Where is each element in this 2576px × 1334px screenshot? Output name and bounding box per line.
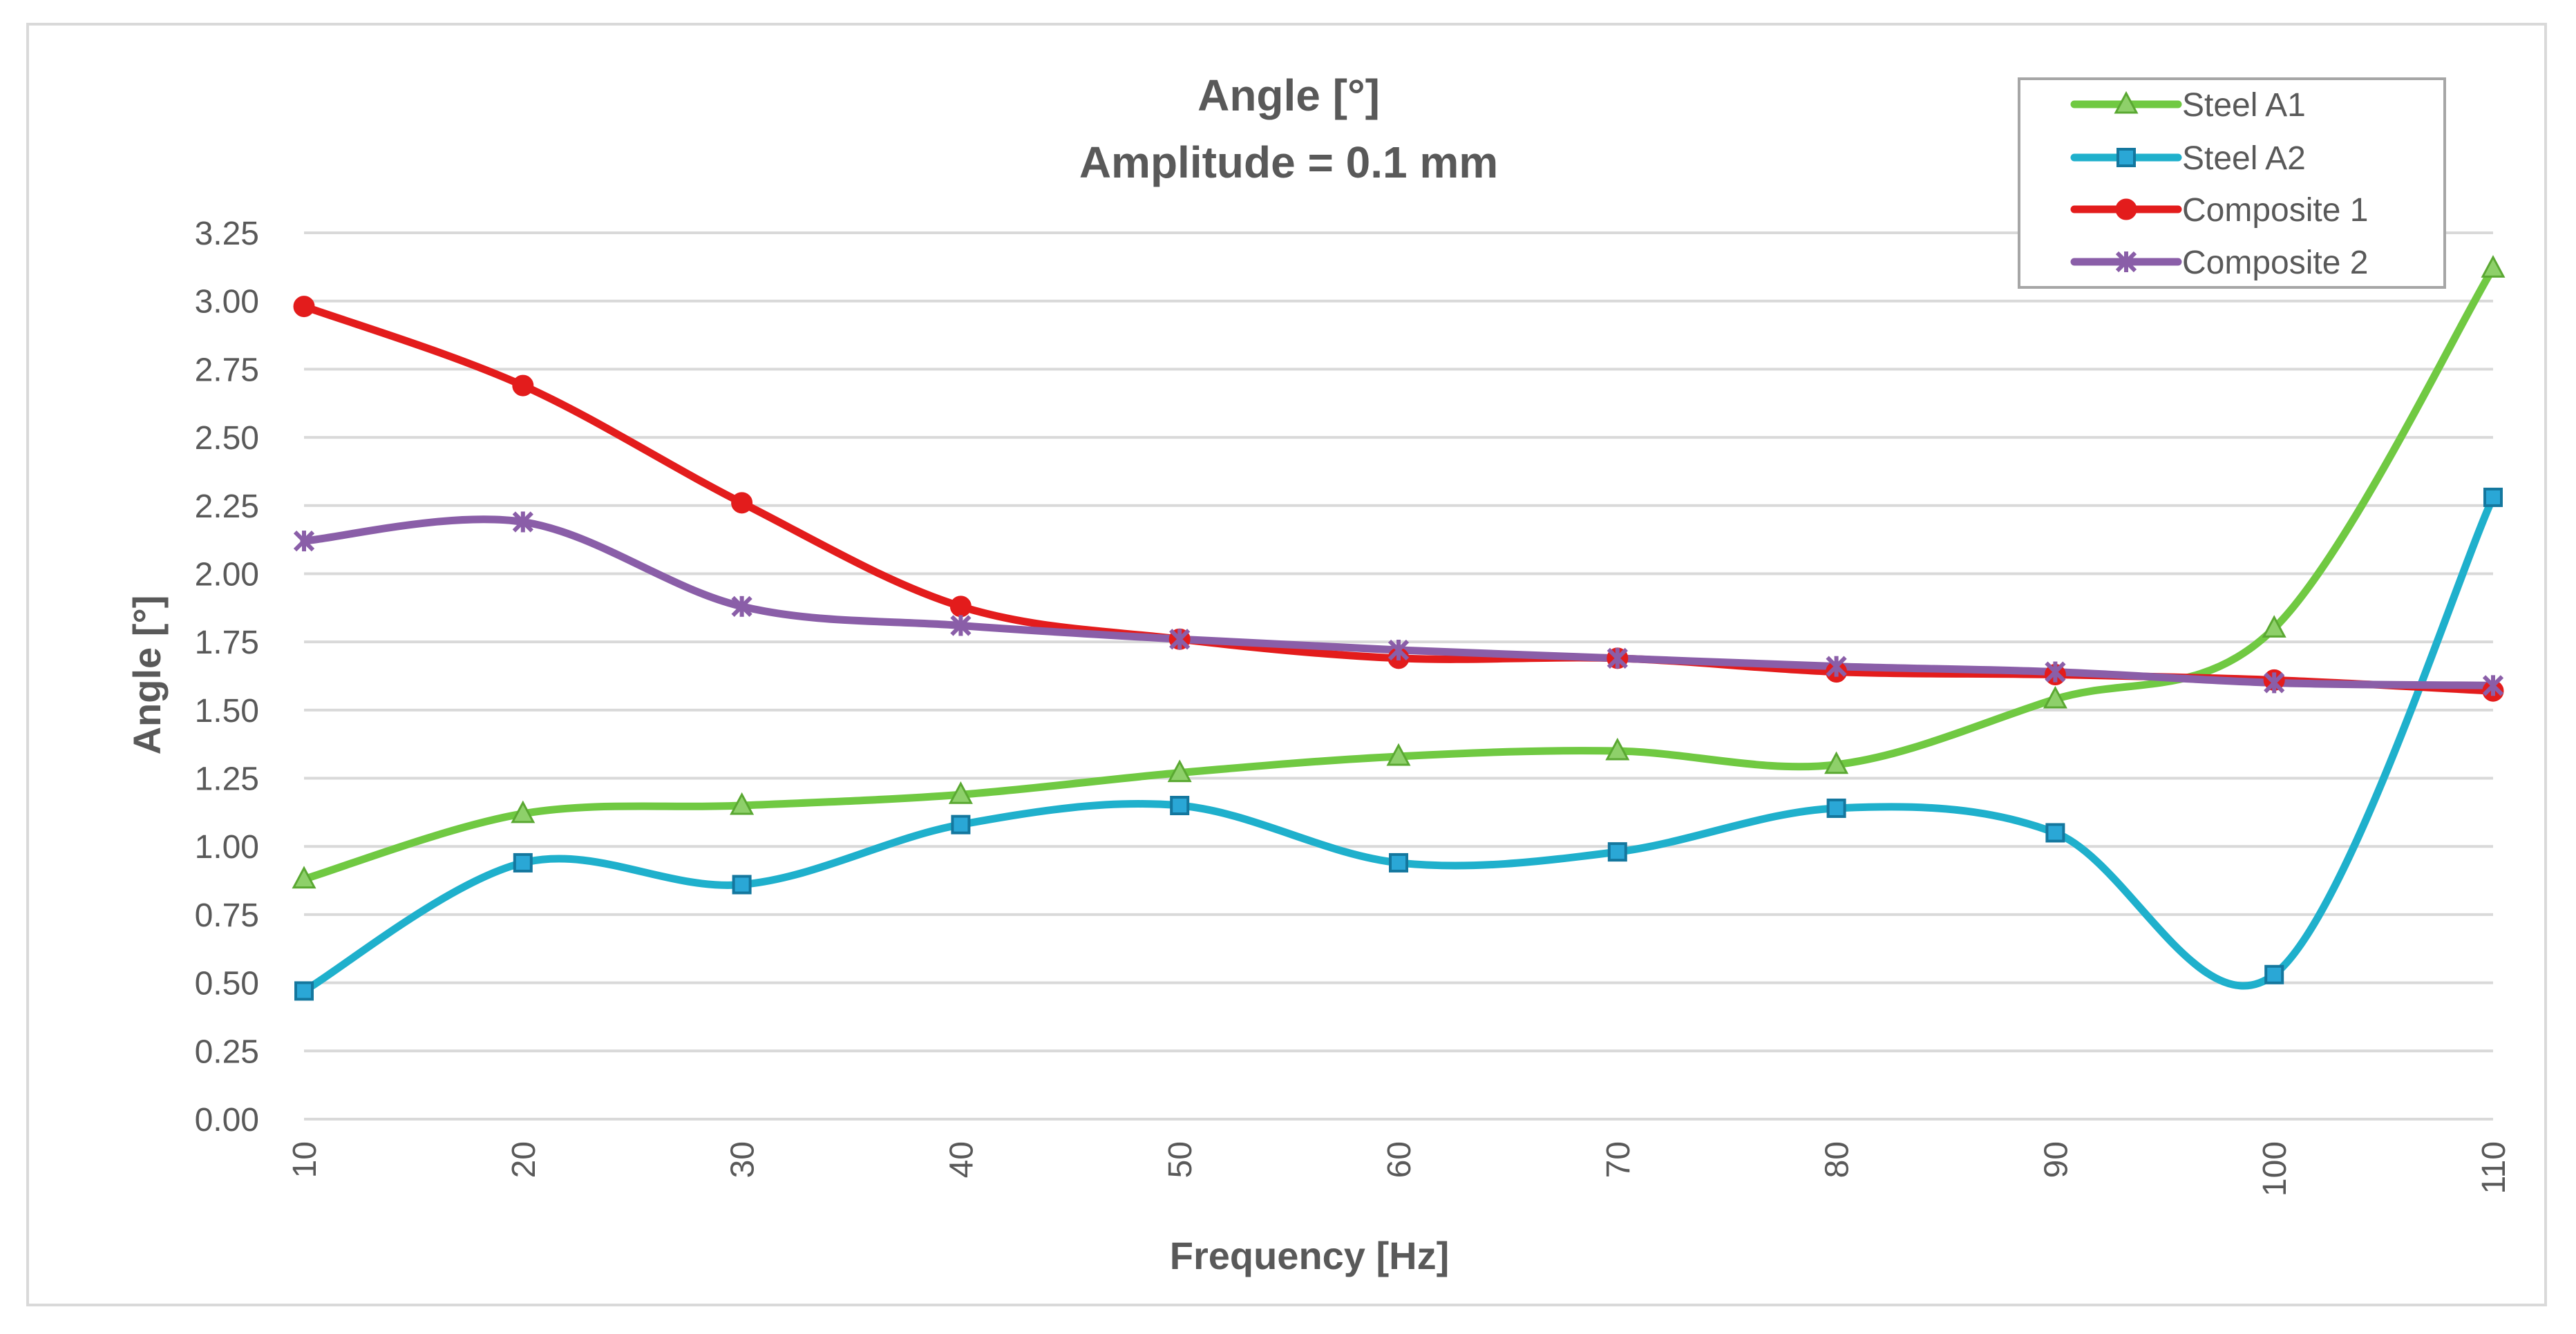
marker-composite-2 [731, 595, 752, 617]
y-tick-label: 1.00 [195, 829, 259, 866]
marker-steel-a1 [511, 800, 536, 823]
chart-subtitle: Amplitude = 0.1 mm [1079, 137, 1498, 187]
series-line-steel-a2 [300, 493, 2497, 995]
y-axis-title: Angle [°] [125, 595, 169, 755]
marker-steel-a2 [1389, 852, 1408, 873]
marker-steel-a2 [1826, 798, 1846, 818]
x-tick-labels: 10 20 30 40 50 60 70 80 90 100 110 [287, 1141, 2512, 1197]
marker-composite-2 [1826, 656, 1847, 677]
marker-composite-2 [950, 615, 972, 636]
x-tick-label: 70 [1600, 1141, 1637, 1178]
marker-steel-a2 [951, 814, 971, 835]
x-tick-label: 20 [506, 1141, 542, 1178]
marker-steel-a1 [2262, 615, 2286, 638]
x-tick-label: 30 [725, 1141, 761, 1178]
gridlines [304, 231, 2493, 1121]
marker-steel-a1 [2481, 255, 2506, 278]
y-tick-label: 1.50 [195, 693, 259, 730]
series-line-composite-1 [300, 303, 2497, 695]
legend-item-steel-a1: Steel A1 [2070, 87, 2306, 124]
y-tick-label: 2.75 [195, 352, 259, 388]
legend-marker [2115, 251, 2137, 273]
y-tick-label: 1.75 [195, 625, 259, 661]
marker-composite-2 [2482, 675, 2504, 696]
marker-composite-1 [731, 492, 753, 514]
x-axis-title: Frequency [Hz] [1170, 1234, 1450, 1277]
marker-composite-2 [1607, 647, 1628, 669]
y-tick-label: 2.25 [195, 488, 259, 525]
marker-composite-2 [2264, 672, 2285, 694]
x-tick-label: 80 [1819, 1141, 1856, 1178]
y-tick-label: 3.00 [195, 284, 259, 321]
marker-steel-a2 [513, 852, 533, 873]
y-tick-label: 2.50 [195, 420, 259, 457]
marker-steel-a1 [1386, 743, 1411, 766]
marker-composite-1 [949, 595, 972, 618]
marker-steel-a1 [948, 781, 973, 804]
marker-steel-a2 [2264, 964, 2284, 984]
marker-steel-a2 [2483, 487, 2503, 507]
legend-item-steel-a2: Steel A2 [2070, 140, 2306, 177]
x-tick-label: 100 [2257, 1141, 2293, 1197]
series-lines [300, 264, 2497, 995]
marker-composite-2 [512, 511, 533, 533]
marker-composite-2 [2045, 661, 2066, 683]
series-markers [292, 255, 2506, 1001]
chart-title: Angle [°] [1197, 70, 1380, 120]
x-tick-label: 110 [2476, 1141, 2512, 1194]
marker-composite-2 [293, 530, 315, 552]
legend-marker [2114, 90, 2139, 114]
marker-steel-a2 [732, 875, 752, 895]
marker-steel-a1 [292, 866, 316, 889]
marker-steel-a1 [2043, 685, 2067, 709]
marker-composite-2 [1388, 639, 1410, 661]
marker-steel-a2 [294, 981, 314, 1001]
marker-steel-a1 [1167, 759, 1192, 783]
y-tick-label: 0.50 [195, 966, 259, 1002]
y-tick-labels: 0.00 0.25 0.50 0.75 1.00 1.25 1.50 1.75 2.00 2.25… [195, 216, 259, 1138]
marker-composite-1 [293, 296, 315, 318]
legend: Steel A1 Steel A2 Composite 1 Composite 2 [2018, 77, 2446, 289]
y-tick-label: 0.25 [195, 1033, 259, 1070]
y-tick-label: 3.25 [195, 216, 259, 252]
marker-steel-a1 [730, 792, 755, 815]
marker-composite-1 [512, 374, 534, 397]
marker-steel-a2 [1607, 842, 1627, 862]
legend-item-composite-1: Composite 1 [2070, 192, 2368, 229]
y-tick-label: 0.00 [195, 1102, 259, 1138]
marker-steel-a1 [1824, 751, 1849, 774]
legend-box [2018, 77, 2446, 289]
y-tick-label: 0.75 [195, 897, 259, 934]
x-tick-label: 90 [2038, 1141, 2074, 1178]
x-tick-label: 10 [287, 1141, 323, 1178]
x-tick-label: 60 [1381, 1141, 1418, 1178]
legend-item-composite-2: Composite 2 [2070, 245, 2368, 281]
marker-steel-a1 [1605, 737, 1630, 761]
y-tick-label: 1.25 [195, 761, 259, 798]
legend-marker [2115, 198, 2137, 220]
y-tick-label: 2.00 [195, 556, 259, 593]
legend-label: Composite 2 [2182, 245, 2368, 281]
legend-label: Steel A1 [2182, 87, 2306, 124]
legend-label: Steel A2 [2182, 140, 2306, 177]
legend-marker [2116, 148, 2136, 167]
x-tick-label: 50 [1162, 1141, 1199, 1178]
x-tick-label: 40 [943, 1141, 980, 1178]
marker-composite-2 [1169, 629, 1191, 650]
marker-steel-a2 [1170, 796, 1190, 816]
legend-label: Composite 1 [2182, 192, 2368, 229]
marker-steel-a2 [2045, 823, 2065, 843]
